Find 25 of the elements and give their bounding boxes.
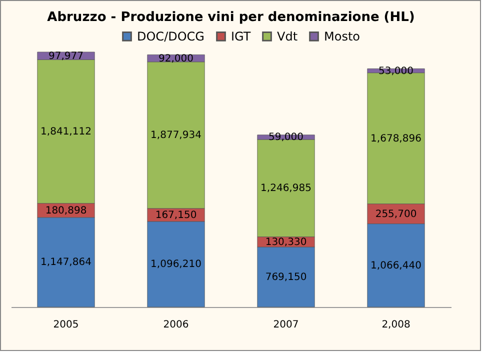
x-tick-label: 2006 (163, 320, 189, 330)
x-tick-label: 2007 (273, 320, 299, 330)
data-label: 1,678,896 (370, 133, 422, 144)
data-label: 255,700 (375, 208, 417, 220)
data-label: 1,841,112 (40, 126, 92, 138)
legend-label: Mosto (324, 29, 360, 44)
data-label: 92,000 (158, 53, 194, 64)
data-label: 180,898 (45, 205, 87, 216)
data-label: 1,246,985 (260, 183, 312, 194)
data-label: 59,000 (268, 132, 304, 144)
data-label: 1,096,210 (150, 259, 202, 270)
data-label: 167,150 (155, 210, 197, 221)
x-tick-label: 2,008 (382, 320, 410, 330)
x-tick-label: 2005 (53, 320, 79, 330)
data-label: 130,330 (265, 236, 307, 248)
legend-label: IGT (231, 29, 252, 44)
chart-title: Abruzzo - Produzione vini per denominazione (HL) (47, 10, 415, 25)
legend-label: Vdt (277, 29, 298, 44)
data-label: 97,977 (48, 50, 84, 62)
data-label: 1,066,440 (370, 260, 422, 272)
data-label: 1,877,934 (150, 130, 202, 142)
data-label: 53,000 (378, 66, 414, 77)
data-label: 1,147,864 (40, 257, 92, 268)
data-label: 769,150 (265, 272, 307, 283)
legend-label: DOC/DOCG (137, 29, 204, 44)
